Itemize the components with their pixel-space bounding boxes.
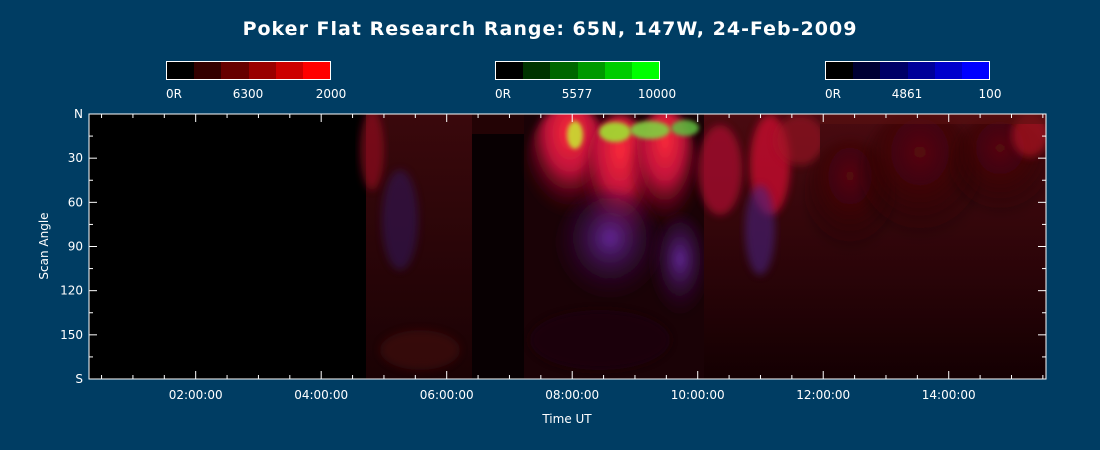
colorbar-6300-gradient [166, 61, 331, 80]
colorbar-4861-wavelength: 4861 [891, 87, 923, 101]
colorbar-swatch [826, 62, 854, 79]
colorbar-5577-max: 10000 [637, 87, 677, 101]
data-segment [860, 114, 980, 250]
y-tick-label: 120 [60, 284, 83, 298]
x-tick-label: 04:00:00 [294, 388, 348, 402]
keogram-image [360, 114, 1046, 379]
colorbar-swatch [631, 62, 660, 79]
data-segment [775, 115, 825, 165]
colorbar-swatch [496, 62, 524, 79]
colorbar-swatch [961, 62, 990, 79]
colorbar-5577: 0R 5577 10000 [495, 61, 676, 101]
colorbar-6300-min: 0R [166, 87, 182, 101]
colorbar-swatch [523, 62, 551, 79]
y-tick-label: 30 [68, 151, 83, 165]
colorbar-4861: 0R 4861 100 [825, 61, 1001, 101]
x-axis-label: Time UT [541, 412, 592, 426]
y-tick-label: 90 [68, 240, 83, 254]
data-segment [380, 330, 460, 370]
colorbar-swatch [302, 62, 331, 79]
data-segment [530, 310, 670, 370]
y-tick-label: S [75, 372, 83, 386]
data-segment [599, 122, 631, 142]
data-segment [567, 121, 583, 149]
colorbar-5577-min: 0R [495, 87, 511, 101]
y-tick-label: 150 [60, 328, 83, 342]
colorbar-swatch [577, 62, 605, 79]
data-segment [555, 190, 665, 310]
y-tick-label: N [74, 107, 83, 121]
data-segment [671, 120, 699, 136]
colorbar-swatch [934, 62, 962, 79]
data-segment [650, 215, 710, 325]
colorbar-4861-gradient [825, 61, 990, 80]
colorbar-4861-max: 100 [978, 87, 1002, 101]
x-tick-label: 02:00:00 [169, 388, 223, 402]
colorbar-swatch [221, 62, 249, 79]
x-tick-label: 08:00:00 [545, 388, 599, 402]
x-tick-label: 12:00:00 [796, 388, 850, 402]
axes: 02:00:00 04:00:00 06:00:00 08:00:00 10:00:00… [60, 107, 1047, 402]
colorbar-swatch [907, 62, 935, 79]
data-segment [698, 125, 742, 215]
data-segment [630, 121, 670, 139]
colorbar-6300: 0R 6300 2000 [166, 61, 346, 101]
colorbar-swatch [853, 62, 881, 79]
chart-title: Poker Flat Research Range: 65N, 147W, 24… [242, 18, 858, 40]
data-segment [1012, 114, 1046, 157]
colorbar-swatch [275, 62, 303, 79]
colorbar-swatch [167, 62, 195, 79]
colorbar-swatch [248, 62, 276, 79]
colorbar-5577-gradient [495, 61, 660, 80]
x-tick-label: 10:00:00 [671, 388, 725, 402]
colorbar-swatch [880, 62, 908, 79]
y-axis-label: Scan Angle [37, 212, 51, 279]
colorbar-6300-wavelength: 6300 [232, 87, 264, 101]
data-segment [382, 170, 418, 270]
y-tick-label: 60 [68, 195, 83, 209]
data-segment [360, 114, 384, 190]
colorbar-6300-max: 2000 [315, 87, 347, 101]
colorbar-swatch [194, 62, 222, 79]
x-tick-label: 06:00:00 [420, 388, 474, 402]
x-tick-label: 14:00:00 [922, 388, 976, 402]
data-segment [820, 114, 1046, 124]
colorbar-swatch [550, 62, 578, 79]
data-segment [745, 185, 775, 275]
data-segment [472, 114, 524, 379]
data-segment [472, 114, 524, 134]
colorbar-5577-wavelength: 5577 [561, 87, 593, 101]
colorbar-4861-min: 0R [825, 87, 841, 101]
colorbar-swatch [604, 62, 632, 79]
